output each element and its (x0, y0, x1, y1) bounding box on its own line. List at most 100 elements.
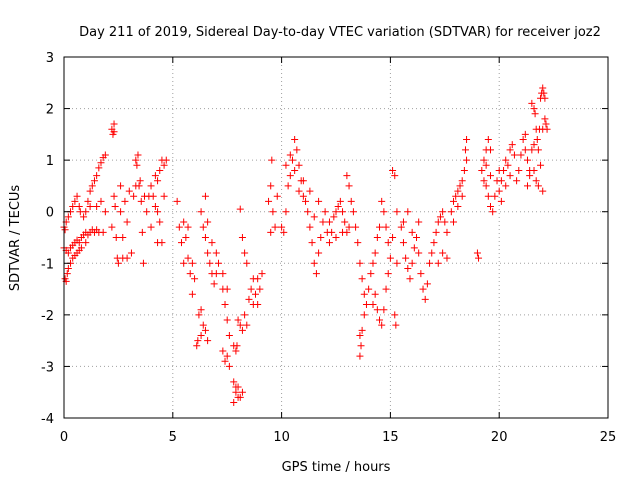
data-point (506, 172, 514, 180)
data-point (134, 151, 142, 159)
data-point (184, 254, 192, 262)
data-point (378, 321, 386, 329)
data-point (306, 187, 314, 195)
data-point (212, 249, 220, 257)
data-point (127, 249, 135, 257)
data-point (389, 234, 397, 241)
data-point (315, 249, 323, 257)
data-point (325, 218, 333, 226)
data-point (133, 161, 141, 169)
x-axis-label: GPS time / hours (282, 460, 391, 475)
data-point (310, 213, 318, 221)
data-point (117, 208, 125, 216)
data-point (221, 357, 229, 365)
data-point (369, 259, 377, 267)
data-point (234, 316, 242, 324)
data-point (212, 270, 220, 278)
data-point (306, 223, 314, 231)
data-point (243, 259, 251, 267)
data-point (63, 270, 71, 278)
data-point (97, 197, 105, 205)
data-point (334, 203, 342, 211)
data-point (439, 208, 447, 216)
data-point (75, 203, 83, 211)
data-point (319, 218, 327, 226)
data-points (60, 84, 551, 407)
data-point (199, 223, 207, 231)
data-point (526, 172, 534, 180)
data-point (497, 177, 505, 185)
data-point (77, 244, 85, 252)
data-point (147, 223, 155, 231)
data-point (458, 192, 466, 200)
data-point (495, 187, 503, 195)
data-point (221, 301, 229, 309)
data-point (393, 259, 401, 267)
data-point (376, 223, 384, 231)
plot-frame (63, 56, 609, 419)
data-point (302, 197, 310, 205)
data-point (369, 301, 377, 309)
data-point (423, 280, 431, 288)
data-point (230, 378, 238, 386)
y-tick-label: -2 (41, 309, 54, 324)
data-point (243, 321, 251, 329)
data-point (188, 290, 196, 298)
data-point (154, 208, 162, 216)
data-point (360, 311, 368, 319)
data-point (199, 321, 207, 329)
data-point (478, 166, 486, 174)
y-tick-label: -1 (41, 257, 54, 272)
data-point (430, 239, 438, 247)
data-point (447, 208, 455, 216)
data-point (392, 321, 400, 329)
x-tick-label: 20 (491, 430, 508, 445)
data-point (204, 337, 212, 345)
data-point (391, 311, 399, 319)
data-point (397, 223, 405, 231)
data-point (473, 249, 481, 257)
data-point (321, 208, 329, 216)
x-tick-label: 15 (382, 430, 399, 445)
data-point (460, 166, 468, 174)
data-point (436, 213, 444, 221)
data-point (80, 213, 88, 221)
data-point (182, 234, 190, 241)
data-point (452, 192, 460, 200)
data-point (415, 249, 423, 257)
data-point (110, 128, 118, 136)
data-point (101, 208, 109, 216)
data-point (356, 352, 364, 360)
data-point (112, 234, 120, 241)
data-point (382, 223, 390, 231)
data-point (443, 254, 451, 262)
data-point (293, 146, 301, 154)
data-point (539, 84, 547, 92)
data-point (510, 151, 518, 159)
chart-title: Day 211 of 2019, Sidereal Day-to-day VTE… (79, 25, 601, 40)
data-point (534, 182, 542, 190)
data-point (450, 197, 458, 205)
data-point (540, 89, 548, 97)
data-point (502, 182, 510, 190)
data-point (513, 177, 521, 185)
data-point (236, 321, 244, 329)
data-point (486, 172, 494, 180)
data-point (241, 311, 249, 319)
data-point (434, 218, 442, 226)
data-point (288, 156, 296, 164)
data-point (356, 259, 364, 267)
data-point (114, 259, 122, 267)
data-point (384, 270, 392, 278)
data-point (380, 306, 388, 314)
data-point (236, 205, 244, 213)
data-point (384, 239, 392, 247)
data-point (101, 151, 109, 159)
data-point (345, 223, 353, 231)
data-point (130, 192, 138, 200)
data-point (271, 223, 279, 231)
data-point (206, 259, 214, 267)
data-point (537, 161, 545, 169)
data-point (188, 259, 196, 267)
